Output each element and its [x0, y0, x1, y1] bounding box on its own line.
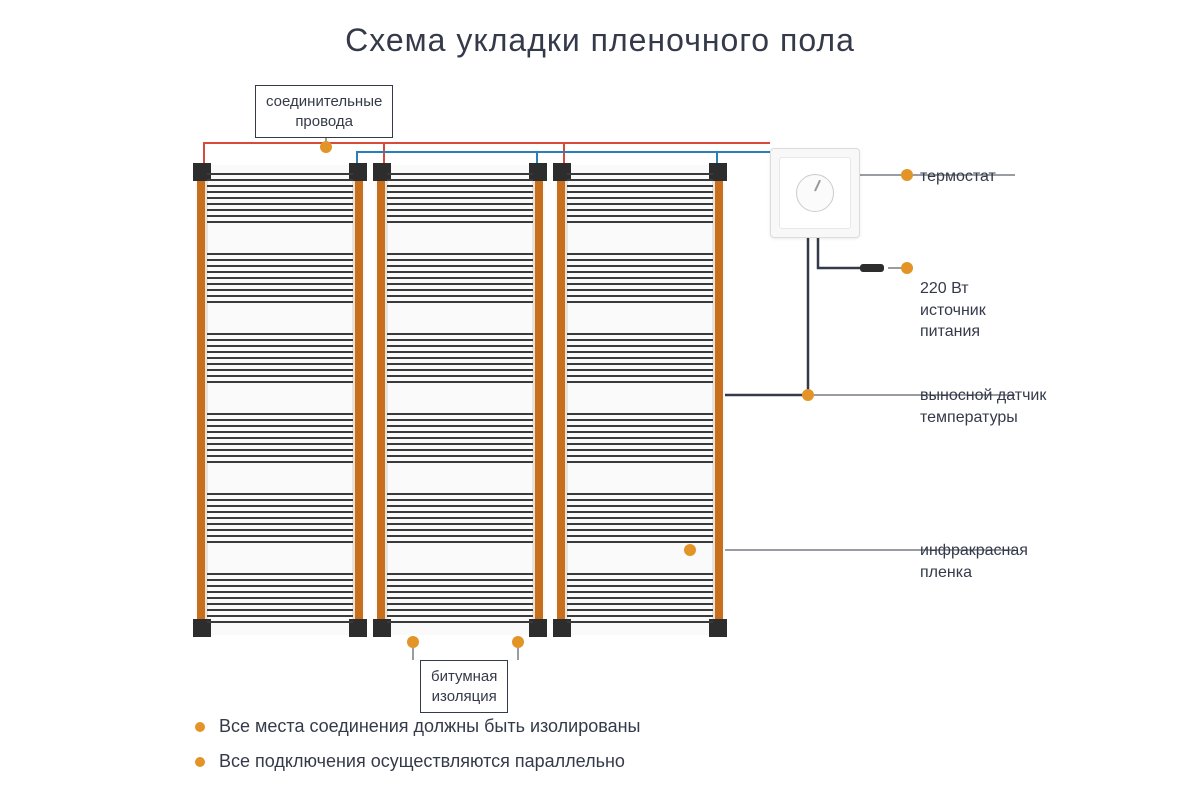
label-thermostat: термостат	[920, 166, 996, 188]
label-wires: соединительныепровода	[255, 85, 393, 138]
marker-insul1	[407, 636, 419, 648]
marker-sensor	[802, 389, 814, 401]
label-film: инфракраснаяпленка	[920, 540, 1028, 583]
marker-power	[901, 262, 913, 274]
footnote-2: Все подключения осуществляются параллель…	[195, 751, 641, 772]
marker-thermostat	[901, 169, 913, 181]
footnotes: Все места соединения должны быть изолиро…	[195, 702, 641, 772]
marker-insul2	[512, 636, 524, 648]
heating-panel	[195, 165, 365, 635]
thermostat-device	[770, 148, 860, 238]
label-power: 220 Втисточникпитания	[920, 278, 986, 343]
marker-film	[684, 544, 696, 556]
heating-panel	[375, 165, 545, 635]
footnote-1: Все места соединения должны быть изолиро…	[195, 716, 641, 737]
marker-wires	[320, 141, 332, 153]
diagram-title: Схема укладки пленочного пола	[0, 22, 1200, 59]
heating-panels	[195, 165, 725, 635]
label-sensor: выносной датчиктемпературы	[920, 385, 1046, 428]
heating-panel	[555, 165, 725, 635]
